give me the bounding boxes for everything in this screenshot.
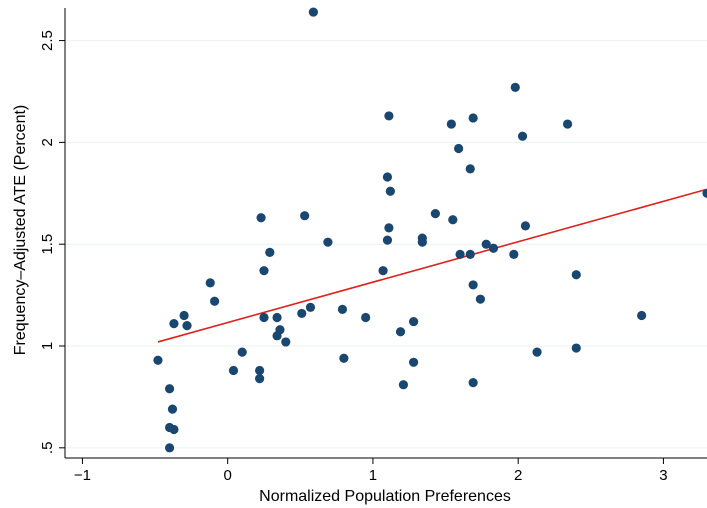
data-point: [272, 331, 282, 341]
data-point: [205, 278, 215, 288]
data-point: [169, 424, 179, 435]
y-tick-label: 1.5: [39, 234, 56, 255]
x-tick-label: 1: [369, 467, 377, 484]
data-points: [153, 7, 707, 453]
data-point: [259, 312, 269, 323]
data-point: [237, 347, 247, 357]
x-tick-label: 0: [224, 467, 232, 484]
data-point: [465, 249, 475, 259]
data-point: [454, 143, 464, 154]
data-point: [384, 223, 394, 233]
data-point: [361, 312, 371, 323]
data-point: [520, 221, 531, 231]
data-point: [272, 312, 282, 323]
data-point: [337, 304, 348, 314]
fit-line-layer: [157, 188, 707, 343]
data-point: [308, 7, 318, 17]
data-point: [702, 188, 707, 198]
data-point: [167, 404, 178, 414]
data-point: [398, 380, 409, 390]
data-point: [446, 119, 456, 129]
data-point: [562, 119, 573, 129]
data-point: [448, 215, 458, 225]
data-point: [228, 365, 239, 376]
data-point: [182, 321, 192, 331]
data-point: [517, 131, 528, 141]
data-point: [323, 237, 333, 247]
data-point: [510, 82, 520, 93]
data-point: [255, 365, 265, 376]
data-point: [164, 443, 175, 453]
y-tick-label: .5: [39, 442, 56, 455]
axes: .5 1 1.5 2 2.5 −1 0 1 2 3: [39, 8, 707, 484]
data-point: [408, 316, 419, 327]
data-point: [339, 353, 349, 363]
data-point: [265, 247, 275, 257]
data-point: [255, 373, 265, 384]
fit-line: [157, 188, 707, 343]
data-point: [481, 239, 491, 249]
data-point: [169, 319, 179, 329]
data-point: [408, 357, 419, 367]
data-point: [455, 249, 465, 259]
data-point: [468, 280, 478, 290]
x-tick-label: 3: [659, 467, 667, 484]
x-axis-title: Normalized Population Preferences: [259, 488, 511, 505]
data-point: [384, 111, 394, 121]
data-point: [179, 310, 189, 321]
y-axis-title: Frequency–Adjusted ATE (Percent): [12, 105, 29, 356]
data-point: [281, 337, 291, 347]
data-point: [395, 327, 406, 337]
data-point: [468, 378, 478, 388]
x-tick-label: −1: [74, 467, 91, 484]
data-point: [385, 186, 395, 196]
data-point: [475, 294, 486, 304]
data-point: [164, 384, 175, 394]
data-point: [488, 243, 499, 253]
data-point: [571, 343, 581, 353]
data-point: [300, 211, 310, 221]
data-point: [417, 237, 427, 247]
y-tick-label: 1: [39, 342, 56, 350]
data-point: [259, 266, 269, 276]
data-point: [571, 270, 581, 280]
data-point: [465, 164, 475, 174]
data-point: [153, 355, 163, 365]
x-tick-label: 2: [514, 467, 522, 484]
data-point: [305, 302, 316, 312]
data-point: [637, 310, 647, 321]
data-point: [532, 347, 542, 357]
data-point: [468, 113, 478, 123]
data-point: [509, 249, 519, 259]
data-point: [382, 235, 393, 245]
data-point: [378, 266, 388, 276]
data-point: [430, 209, 440, 219]
y-tick-label: 2.5: [39, 30, 56, 51]
data-point: [297, 308, 307, 319]
data-point: [382, 172, 393, 182]
y-tick-label: 2: [39, 138, 56, 146]
data-point: [256, 213, 266, 223]
data-point: [210, 296, 220, 306]
